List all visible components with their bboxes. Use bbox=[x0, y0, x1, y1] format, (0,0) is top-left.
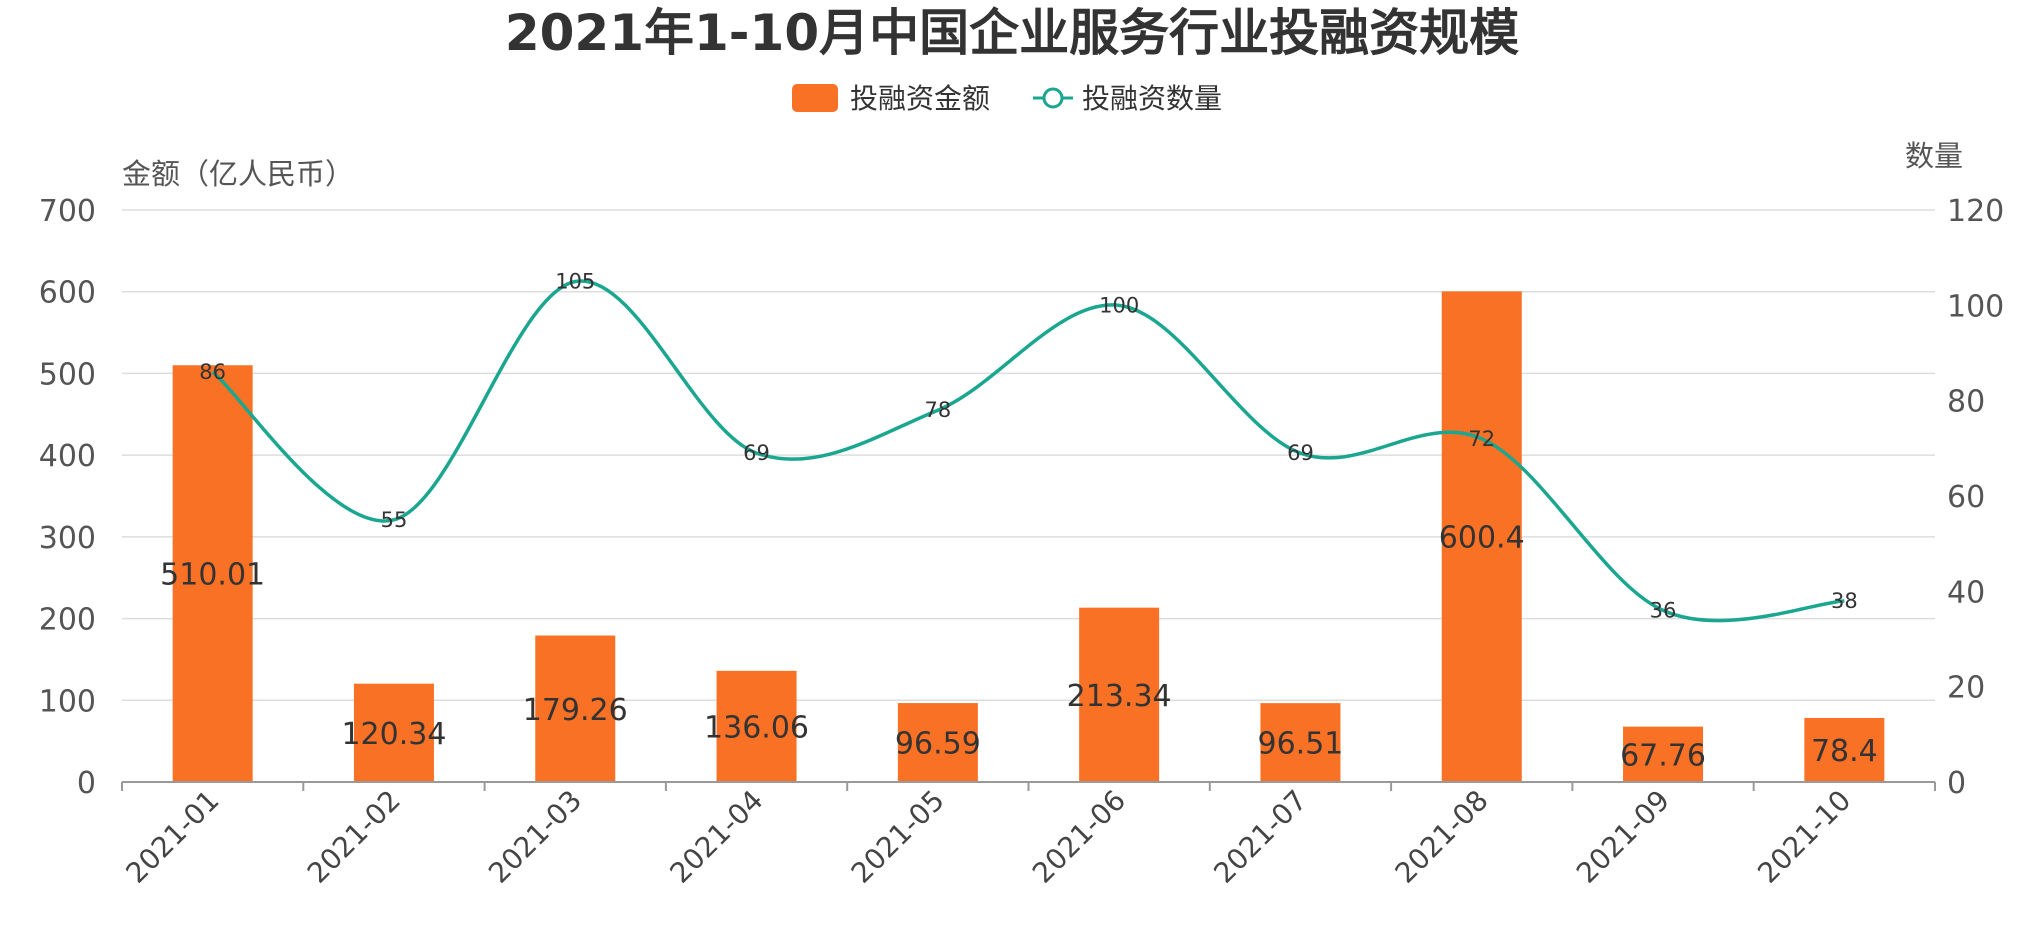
bar-value-label: 96.59 bbox=[895, 727, 981, 762]
x-tick-label: 2021-03 bbox=[482, 784, 588, 890]
bar[interactable] bbox=[1079, 607, 1160, 782]
line-point-label: 69 bbox=[1287, 441, 1314, 465]
line-point-label: 86 bbox=[199, 360, 226, 384]
line-data-labels: 86 55 105 69 78 100 69 72 36 38 bbox=[199, 270, 1857, 623]
line-point-label: 105 bbox=[555, 270, 595, 294]
bar-value-label: 510.01 bbox=[160, 558, 265, 593]
y-axis-right: 0 20 40 60 80 100 120 bbox=[1947, 194, 2004, 801]
count-series-line bbox=[211, 279, 1845, 623]
bar[interactable] bbox=[897, 703, 978, 782]
y-left-tick-label: 100 bbox=[39, 684, 96, 719]
line-point-label: 55 bbox=[381, 508, 408, 532]
bar-value-label: 136.06 bbox=[704, 710, 809, 745]
x-tick-label: 2021-01 bbox=[120, 784, 226, 890]
line-point-label: 36 bbox=[1650, 598, 1677, 622]
y-right-tick-label: 40 bbox=[1947, 575, 1985, 610]
y-right-tick-label: 60 bbox=[1947, 480, 1985, 515]
x-tick-label: 2021-08 bbox=[1389, 784, 1495, 890]
line-point-label: 69 bbox=[743, 441, 770, 465]
y-right-tick-label: 0 bbox=[1947, 766, 1966, 801]
bar-data-labels: 510.01 120.34 179.26 136.06 96.59 213.34 96.51… bbox=[160, 521, 1878, 774]
y-left-tick-label: 600 bbox=[39, 276, 96, 311]
legend-line-label[interactable]: 投融资数量 bbox=[1082, 82, 1222, 115]
bar-value-label: 96.51 bbox=[1258, 727, 1344, 762]
bar-value-label: 213.34 bbox=[1067, 679, 1172, 714]
y-left-tick-label: 300 bbox=[39, 521, 96, 556]
y-axis-right-label: 数量 bbox=[1905, 139, 1963, 173]
bar[interactable] bbox=[1260, 703, 1341, 782]
y-right-tick-label: 100 bbox=[1947, 289, 2004, 324]
bar-value-label: 67.76 bbox=[1620, 738, 1706, 773]
x-tick-label: 2021-10 bbox=[1751, 784, 1857, 890]
line-point-label: 38 bbox=[1831, 589, 1858, 613]
y-axis-left-label: 金额（亿人民币） bbox=[122, 157, 354, 191]
bar[interactable] bbox=[1623, 726, 1704, 782]
bar[interactable] bbox=[353, 683, 434, 782]
y-left-tick-label: 700 bbox=[39, 194, 96, 229]
y-left-tick-label: 400 bbox=[39, 439, 96, 474]
y-right-tick-label: 120 bbox=[1947, 194, 2004, 229]
legend-bar-label[interactable]: 投融资金额 bbox=[850, 82, 990, 115]
x-tick-label: 2021-06 bbox=[1026, 784, 1132, 890]
bar-value-label: 600.4 bbox=[1439, 521, 1525, 556]
y-left-tick-label: 500 bbox=[39, 357, 96, 392]
legend: 投融资金额 投融资数量 bbox=[792, 82, 1222, 115]
line-point-label: 100 bbox=[1099, 293, 1139, 317]
bar[interactable] bbox=[716, 670, 797, 782]
legend-line-marker[interactable] bbox=[1042, 87, 1064, 109]
x-tick-label: 2021-02 bbox=[301, 784, 407, 890]
bar[interactable] bbox=[1804, 717, 1885, 782]
line-point-label: 72 bbox=[1468, 427, 1495, 451]
bar-value-label: 78.4 bbox=[1811, 734, 1878, 769]
y-right-tick-label: 80 bbox=[1947, 385, 1985, 420]
y-right-tick-label: 20 bbox=[1947, 671, 1985, 706]
gridlines bbox=[122, 209, 1935, 702]
chart-title: 2021年1-10月中国企业服务行业投融资规模 bbox=[505, 4, 1519, 62]
bar-value-label: 120.34 bbox=[341, 717, 446, 752]
x-tick-label: 2021-09 bbox=[1570, 784, 1676, 890]
x-tick-label: 2021-04 bbox=[663, 784, 769, 890]
bar[interactable] bbox=[172, 365, 253, 782]
x-tick-label: 2021-07 bbox=[1207, 784, 1313, 890]
bar-series bbox=[172, 291, 1885, 782]
line-point-label: 78 bbox=[924, 398, 951, 422]
x-tick-label: 2021-05 bbox=[845, 784, 951, 890]
bar[interactable] bbox=[1441, 291, 1522, 782]
x-axis: 2021-01 2021-02 2021-03 2021-04 2021-05 2021-… bbox=[120, 782, 1936, 890]
y-left-tick-label: 0 bbox=[77, 766, 96, 801]
legend-bar-swatch[interactable] bbox=[792, 84, 838, 112]
bar[interactable] bbox=[535, 635, 616, 782]
y-axis-left: 0 100 200 300 400 500 600 700 bbox=[39, 194, 96, 801]
y-left-tick-label: 200 bbox=[39, 603, 96, 638]
bar-value-label: 179.26 bbox=[523, 693, 628, 728]
